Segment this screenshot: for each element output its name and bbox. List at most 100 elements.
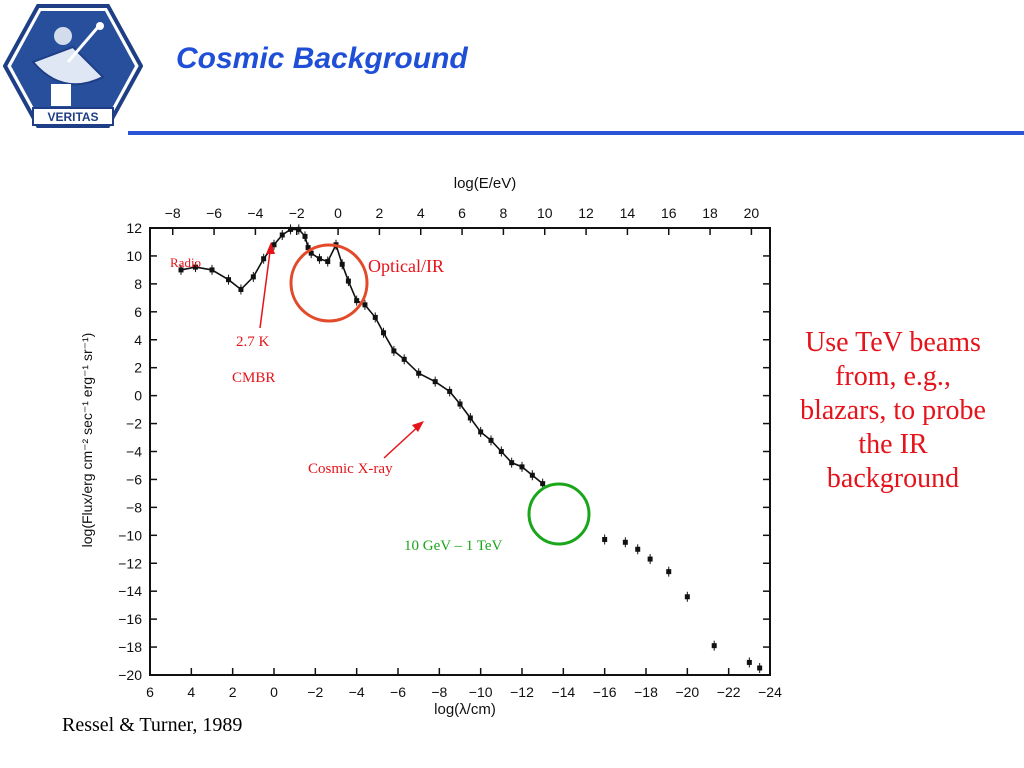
- bottom-tick-label: −2: [307, 684, 323, 700]
- data-point: [447, 388, 453, 394]
- spectrum-chart: 6 4 2 0 −2 −4 −6 −8 −10 −12 −14 −16 −18 −20 −22 −24−8 −6…: [79, 175, 782, 718]
- title-rule: [128, 131, 1024, 135]
- cmbr-temp-label: 2.7 K: [236, 334, 270, 350]
- cmbr-arrowhead: [266, 242, 275, 254]
- bottom-tick-label: −6: [390, 684, 406, 700]
- top-tick-label: 18: [702, 205, 718, 221]
- y-tick-label: 12: [126, 220, 142, 236]
- data-point: [391, 348, 397, 354]
- top-tick-label: −4: [247, 205, 263, 221]
- y-axis-label: log(Flux/erg cm⁻² sec⁻¹ erg⁻¹ sr⁻¹): [79, 333, 95, 548]
- data-point: [498, 449, 504, 454]
- data-point: [238, 286, 244, 292]
- data-point: [302, 233, 308, 239]
- data-point: [345, 278, 351, 284]
- data-point: [339, 261, 345, 267]
- top-tick-label: 10: [537, 205, 553, 221]
- top-tick-label: −6: [206, 205, 222, 221]
- data-point: [457, 401, 463, 407]
- data-point: [684, 594, 690, 600]
- data-point: [488, 437, 494, 443]
- bottom-tick-label: −16: [593, 684, 617, 700]
- y-tick-label: −8: [126, 499, 142, 515]
- cosmic-xray-label: Cosmic X-ray: [308, 461, 393, 477]
- data-point: [647, 556, 653, 562]
- bottom-tick-label: −4: [349, 684, 365, 700]
- data-point: [288, 226, 294, 232]
- cmbr-arrow: [259, 243, 272, 329]
- citation: Ressel & Turner, 1989: [62, 714, 243, 736]
- top-tick-label: 8: [500, 205, 508, 221]
- y-tick-label: 4: [134, 332, 142, 348]
- y-tick-label: −14: [118, 583, 142, 599]
- veritas-logo: VERITAS: [3, 3, 143, 128]
- bottom-tick-label: 2: [229, 684, 237, 700]
- y-tick-label: 8: [134, 276, 142, 292]
- top-tick-label: 16: [661, 205, 677, 221]
- y-tick-label: −4: [126, 444, 142, 460]
- data-point: [467, 415, 473, 421]
- y-tick-label: 10: [126, 248, 142, 264]
- data-point: [372, 314, 378, 320]
- data-point: [192, 264, 198, 270]
- xray-arrowhead: [412, 421, 424, 432]
- data-point: [622, 539, 628, 545]
- top-axis-label: log(E/eV): [454, 175, 517, 192]
- data-point: [178, 267, 184, 273]
- data-point: [602, 537, 608, 543]
- y-tick-label: −2: [126, 416, 142, 432]
- y-tick-label: 0: [134, 388, 142, 404]
- top-tick-label: 12: [578, 205, 594, 221]
- data-point: [325, 259, 331, 265]
- radio-label: Radio: [170, 255, 201, 270]
- y-tick-label: −12: [118, 555, 142, 571]
- data-point: [401, 356, 407, 362]
- bottom-tick-label: −8: [431, 684, 447, 700]
- data-point: [635, 546, 641, 552]
- top-tick-label: 20: [744, 205, 760, 221]
- top-tick-label: 0: [334, 205, 342, 221]
- bottom-tick-label: 4: [187, 684, 195, 700]
- axis-ticks: 6 4 2 0 −2 −4 −6 −8 −10 −12 −14 −16 −18 −20 −22 −24−8 −6…: [118, 205, 782, 700]
- bottom-tick-label: −12: [510, 684, 534, 700]
- data-point: [250, 274, 256, 280]
- data-point: [261, 256, 267, 262]
- data-point: [305, 245, 311, 251]
- bottom-tick-label: −22: [717, 684, 741, 700]
- cmbr-label: CMBR: [232, 370, 275, 386]
- data-point: [354, 298, 360, 304]
- plot-frame: [149, 227, 771, 676]
- optical-ir-circle: [289, 243, 369, 323]
- bottom-tick-label: −20: [675, 684, 699, 700]
- gamma-circle: [527, 482, 591, 546]
- logo-text: VERITAS: [47, 110, 98, 124]
- bottom-tick-label: −24: [758, 684, 782, 700]
- data-point: [381, 330, 387, 336]
- data-point: [432, 379, 438, 385]
- top-tick-label: 14: [620, 205, 636, 221]
- bottom-tick-label: −10: [469, 684, 493, 700]
- slide-title: Cosmic Background: [176, 42, 468, 75]
- data-point: [296, 226, 302, 232]
- data-point: [316, 256, 322, 262]
- y-tick-label: −10: [118, 527, 142, 543]
- data-point: [478, 429, 484, 435]
- data-point: [362, 302, 368, 308]
- data-point: [540, 481, 546, 487]
- bottom-tick-label: −14: [551, 684, 575, 700]
- y-tick-label: 2: [134, 360, 142, 376]
- data-point: [529, 472, 535, 478]
- data-point: [226, 277, 232, 283]
- data-point: [308, 250, 314, 256]
- data-point: [666, 569, 672, 575]
- annotations: Radio 2.7 K CMBR Optical/IR Cosmic X-ray…: [170, 242, 591, 554]
- data-point: [746, 659, 752, 665]
- data-point: [519, 464, 525, 470]
- bottom-tick-label: 6: [146, 684, 154, 700]
- top-tick-label: 6: [458, 205, 466, 221]
- y-tick-label: −18: [118, 639, 142, 655]
- data-point: [279, 232, 285, 238]
- gamma-range-label: 10 GeV – 1 TeV: [404, 538, 503, 554]
- data-point: [509, 460, 515, 466]
- data-point: [711, 643, 717, 649]
